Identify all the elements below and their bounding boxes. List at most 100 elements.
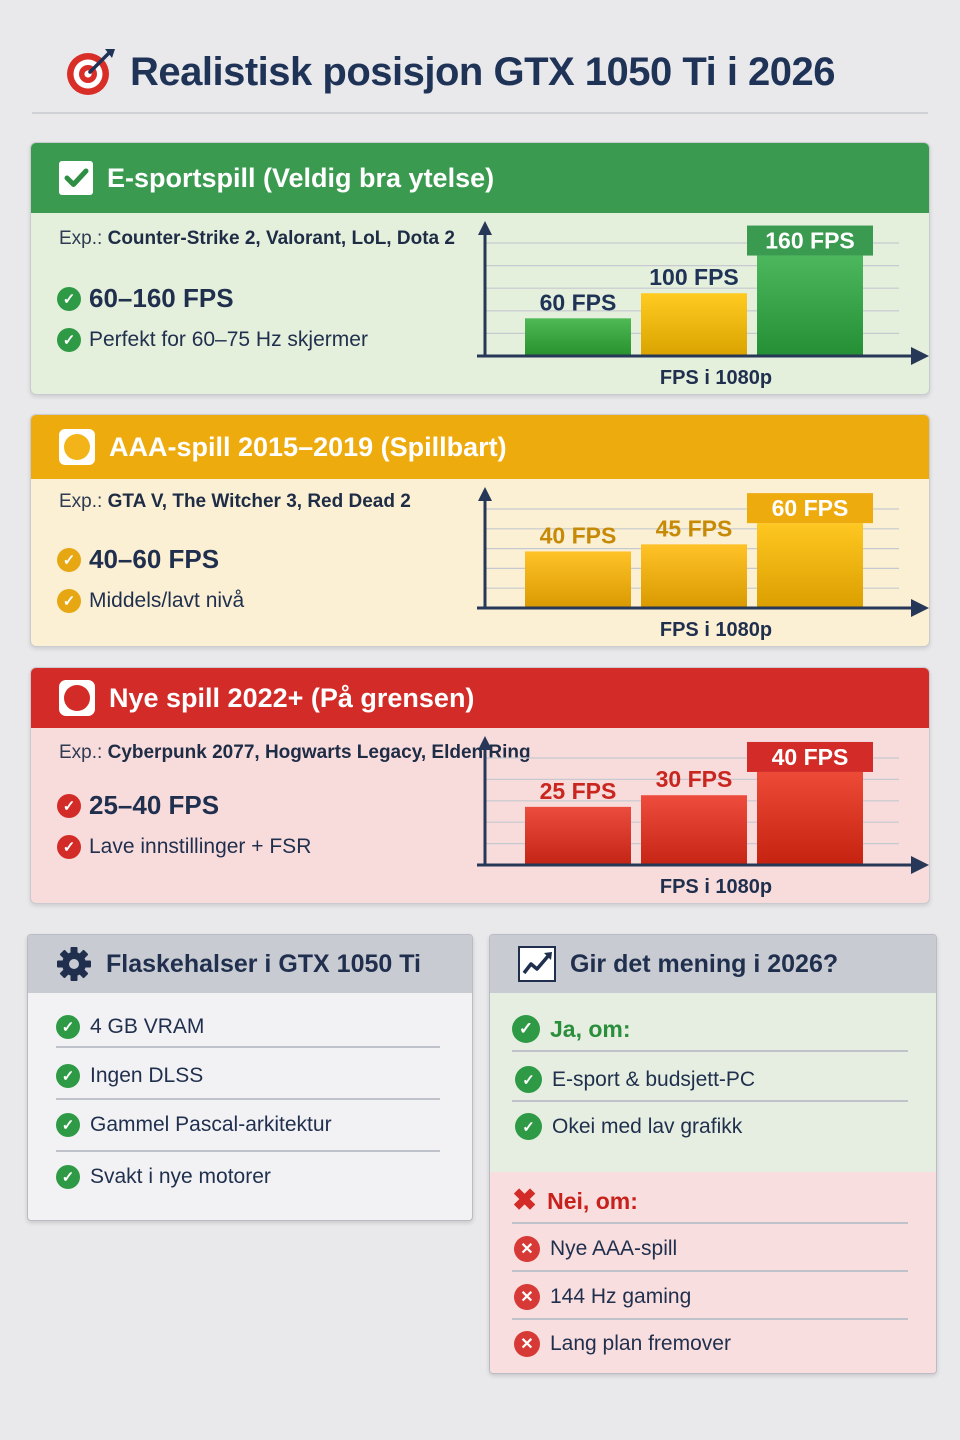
check-circle-icon: ✓ [57,286,81,311]
y-axis-arrow [478,736,492,750]
list-item: ✓ Svakt i nye motorer [56,1165,271,1189]
data-label: 160 FPS [765,228,855,254]
range-text: 25–40 FPS [89,790,220,820]
trend-chart-icon [518,946,556,982]
data-label-tag [747,741,873,772]
check-circle-icon: ✓ [56,1113,80,1137]
bar [757,523,863,608]
divider [56,1150,440,1152]
check-circle-icon: ✓ [56,1064,80,1088]
divider [512,1270,908,1272]
examples-text: GTA V, The Witcher 3, Red Dead 2 [107,491,411,512]
note-text: Middels/lavt nivå [89,589,245,612]
bar [641,795,747,865]
verdict-title: Gir det mening i 2026? [570,949,839,978]
x-axis-arrow [911,599,929,617]
check-circle-icon: ✓ [56,1015,80,1039]
check-circle-icon: ✓ [57,589,81,613]
bar-chart: 25 FPS 30 FPS 40 FPS FPS i 1080p [477,736,929,898]
list-item: ✓ 4 GB VRAM [56,1015,204,1039]
new-games-header: Nye spill 2022+ (På grensen) [31,668,929,728]
y-axis-arrow [478,221,492,235]
bar [525,806,631,865]
data-label-tag [747,225,873,256]
x-axis-label: FPS i 1080p [660,876,772,898]
exp-prefix: Exp.: [59,491,103,512]
bar [641,544,747,608]
no-heading: ✖ Nei, om: [512,1186,638,1216]
bar-chart: 40 FPS 45 FPS 60 FPS FPS i 1080p [477,487,929,641]
data-label: 40 FPS [772,744,849,770]
page-title: Realistisk posisjon GTX 1050 Ti i 2026 [130,49,836,94]
bar [757,255,863,356]
y-axis-arrow [478,487,492,501]
bottlenecks-title: Flaskehalser i GTX 1050 Ti [106,949,421,978]
list-item: ✓ Okei med lav grafikk [515,1113,742,1140]
verdict-card: Gir det mening i 2026? ✓ Ja, om: ✓ E-sport… [489,934,937,1374]
x-circle-icon: ✕ [514,1284,540,1310]
check-circle-icon: ✓ [57,547,81,572]
data-label: 100 FPS [649,264,739,290]
divider [512,1318,908,1320]
check-circle-icon: ✓ [512,1015,540,1043]
aaa-range: ✓ 40–60 FPS [57,544,219,575]
yellow-circle-icon [59,429,95,465]
new-games-examples: Exp.: Cyberpunk 2077, Hogwarts Legacy, E… [59,742,531,764]
new-games-chart: 25 FPS 30 FPS 40 FPS FPS i 1080p [471,728,929,903]
verdict-header: Gir det mening i 2026? [490,935,936,993]
data-label-tag [747,493,873,524]
examples-text: Cyberpunk 2077, Hogwarts Legacy, Elden R… [107,742,531,763]
gear-icon [57,947,91,981]
check-circle-icon: ✓ [57,835,81,859]
divider [56,1098,440,1100]
item-text: E-sport & budsjett-PC [552,1067,756,1091]
item-text: Lang plan fremover [550,1332,731,1355]
esports-examples: Exp.: Counter-Strike 2, Valorant, LoL, D… [59,228,455,250]
x-axis-arrow [911,347,929,365]
new-games-range: ✓ 25–40 FPS [57,790,219,821]
esports-chart: 60 FPS 100 FPS 160 FPS FPS i 1080p [471,213,929,394]
data-label: 60 FPS [540,289,617,315]
esports-range: ✓ 60–160 FPS [57,283,234,314]
aaa-note: ✓ Middels/lavt nivå [57,589,244,613]
divider [512,1050,908,1052]
check-circle-icon: ✓ [57,793,81,818]
list-item: ✕ Lang plan fremover [514,1331,731,1357]
red-circle-icon [59,680,95,716]
note-text: Lave innstillinger + FSR [89,835,312,858]
no-section: ✖ Nei, om: ✕ Nye AAA-spill ✕ 144 Hz gaming … [490,1172,936,1373]
data-label: 25 FPS [540,778,617,804]
x-axis-arrow [911,856,929,874]
check-circle-icon: ✓ [515,1066,542,1093]
esports-panel: E-sportspill (Veldig bra ytelse) Exp.: C… [30,142,930,395]
range-text: 60–160 FPS [89,283,234,313]
bottlenecks-header: Flaskehalser i GTX 1050 Ti [28,935,472,993]
bar-chart: 60 FPS 100 FPS 160 FPS FPS i 1080p [477,221,929,389]
bar [757,771,863,865]
yes-heading: ✓ Ja, om: [512,1015,631,1043]
item-text: 144 Hz gaming [550,1285,692,1308]
x-axis-label: FPS i 1080p [660,367,772,389]
aaa-chart: 40 FPS 45 FPS 60 FPS FPS i 1080p [471,479,929,646]
item-text: Okei med lav grafikk [552,1114,743,1138]
item-text: Gammel Pascal-arkitektur [90,1113,332,1136]
new-games-heading: Nye spill 2022+ (På grensen) [109,682,475,713]
check-circle-icon: ✓ [57,328,81,352]
title-divider [32,112,928,114]
aaa-header: AAA-spill 2015–2019 (Spillbart) [31,415,929,479]
aaa-heading: AAA-spill 2015–2019 (Spillbart) [109,431,507,462]
bar [525,551,631,608]
target-icon [67,49,115,95]
aaa-panel: AAA-spill 2015–2019 (Spillbart) Exp.: GT… [30,414,930,647]
data-label: 45 FPS [656,515,733,541]
esports-note: ✓ Perfekt for 60–75 Hz skjermer [57,328,368,352]
data-label: 40 FPS [540,522,617,548]
divider [512,1100,908,1102]
item-text: Ingen DLSS [90,1064,204,1087]
exp-prefix: Exp.: [59,742,103,763]
note-text: Perfekt for 60–75 Hz skjermer [89,328,368,351]
item-text: 4 GB VRAM [90,1015,205,1038]
bar [525,318,631,356]
red-x-icon: ✖ [512,1184,538,1217]
x-axis-label: FPS i 1080p [660,619,772,641]
